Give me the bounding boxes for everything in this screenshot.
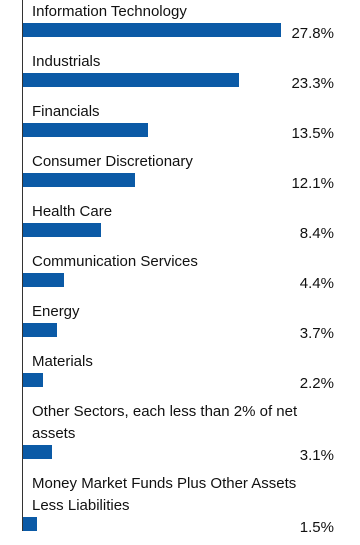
bar-area: 3.1%: [0, 445, 360, 473]
bar-area: 13.5%: [0, 123, 360, 151]
bar-row: Consumer Discretionary 12.1%: [0, 151, 360, 201]
bar-area: 2.2%: [0, 373, 360, 401]
bar: [23, 173, 136, 187]
category-label: Other Sectors, each less than 2% of net …: [32, 403, 298, 442]
bar: [23, 223, 101, 237]
bar: [23, 123, 149, 137]
bar-area: 8.4%: [0, 223, 360, 251]
bar-row: Money Market Funds Plus Other Assets Les…: [0, 473, 360, 545]
bar-area: 27.8%: [0, 23, 360, 51]
bar-row: Materials 2.2%: [0, 351, 360, 401]
bar-area: 12.1%: [0, 173, 360, 201]
bar-row: Other Sectors, each less than 2% of net …: [0, 401, 360, 473]
value-label: 12.1%: [291, 175, 334, 192]
category-label: Financials: [32, 103, 100, 120]
bar: [23, 445, 52, 459]
bar-area: 1.5%: [0, 517, 360, 545]
value-label: 1.5%: [299, 519, 334, 536]
category-label: Information Technology: [32, 3, 187, 20]
bar: [23, 73, 239, 87]
bar-row: Energy 3.7%: [0, 301, 360, 351]
bar-area: 3.7%: [0, 323, 360, 351]
category-label: Industrials: [32, 53, 101, 70]
bar-row: Financials 13.5%: [0, 101, 360, 151]
bar: [23, 373, 44, 387]
bar-area: 23.3%: [0, 73, 360, 101]
value-label: 3.1%: [299, 447, 334, 464]
value-label: 3.7%: [299, 325, 334, 342]
value-label: 8.4%: [299, 225, 334, 242]
value-label: 2.2%: [299, 375, 334, 392]
value-label: 4.4%: [299, 275, 334, 292]
bar-row: Industrials 23.3%: [0, 51, 360, 101]
bar-row: Health Care 8.4%: [0, 201, 360, 251]
bar-area: 4.4%: [0, 273, 360, 301]
value-label: 23.3%: [291, 75, 334, 92]
bar: [23, 323, 58, 337]
category-label: Consumer Discretionary: [32, 153, 193, 170]
bar-row: Communication Services 4.4%: [0, 251, 360, 301]
category-label: Materials: [32, 353, 93, 370]
bar: [23, 273, 64, 287]
value-label: 13.5%: [291, 125, 334, 142]
category-label: Energy: [32, 303, 80, 320]
bar: [23, 517, 37, 531]
category-label: Money Market Funds Plus Other Assets Les…: [32, 475, 297, 514]
category-label: Health Care: [32, 203, 113, 220]
axis-line: [22, 0, 23, 531]
category-label: Communication Services: [32, 253, 198, 270]
bar-row: Information Technology 27.8%: [0, 1, 360, 51]
bar: [23, 23, 281, 37]
value-label: 27.8%: [291, 25, 334, 42]
